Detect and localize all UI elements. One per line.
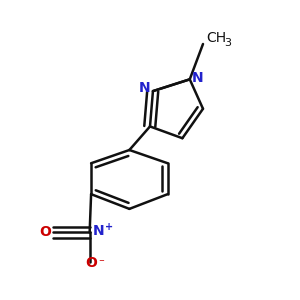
Text: O: O	[40, 225, 51, 239]
Text: O: O	[85, 256, 97, 270]
Text: N: N	[191, 71, 203, 85]
Text: 3: 3	[224, 38, 232, 47]
Text: ⁻: ⁻	[98, 258, 104, 268]
Text: CH: CH	[206, 31, 226, 45]
Text: N: N	[139, 81, 151, 95]
Text: +: +	[105, 222, 113, 232]
Text: N: N	[93, 224, 104, 238]
